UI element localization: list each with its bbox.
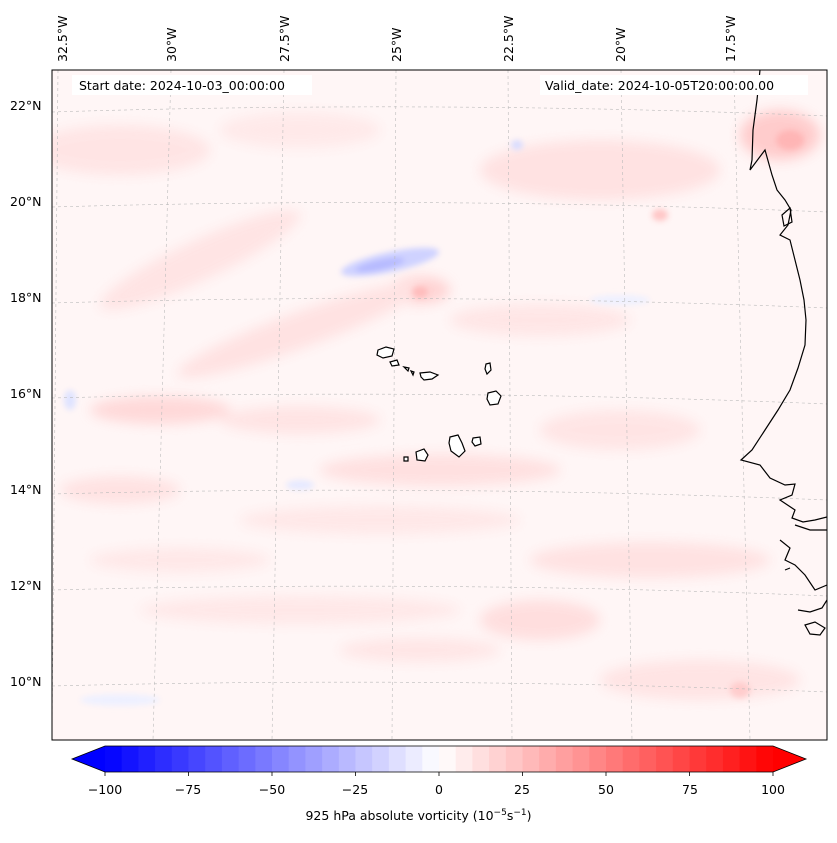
colorbar-segment (439, 746, 457, 772)
colorbar-segment (155, 746, 173, 772)
colorbar-segment (639, 746, 657, 772)
colorbar-tick: 25 (514, 782, 530, 797)
colorbar-tick: −25 (341, 782, 369, 797)
colorbar-segment (205, 746, 223, 772)
lon-label-32-5w: 32.5°W (55, 15, 70, 62)
colorbar-title: 925 hPa absolute vorticity (10−5s−1) (305, 808, 532, 824)
colorbar-tick: −100 (87, 782, 123, 797)
colorbar-segment (221, 746, 240, 772)
colorbar-segment (338, 746, 356, 772)
colorbar-tick: −50 (258, 782, 286, 797)
valid-date-label: Valid_date: 2024-10-05T20:00:00.00 (545, 78, 775, 93)
colorbar-tick: 75 (682, 782, 698, 797)
colorbar-segment (656, 746, 674, 772)
colorbar-segment (405, 746, 423, 772)
colorbar-segment (606, 746, 624, 772)
colorbar-segment (272, 746, 290, 772)
colorbar-segment (255, 746, 273, 772)
colorbar-segment (121, 746, 139, 772)
colorbar-segment (105, 746, 123, 772)
colorbar-segment (305, 746, 323, 772)
lat-label-18n: 18°N (10, 290, 42, 305)
colorbar-segment (672, 746, 690, 772)
colorbar-segment (422, 746, 440, 772)
colorbar-segment (489, 746, 507, 772)
lon-label-17-5w: 17.5°W (723, 15, 738, 62)
lon-label-27-5w: 27.5°W (277, 15, 292, 62)
colorbar-extend-max (773, 746, 806, 772)
lat-label-14n: 14°N (10, 482, 42, 497)
colorbar-segment (455, 746, 473, 772)
lat-label-16n: 16°N (10, 386, 42, 401)
lon-label-22-5w: 22.5°W (501, 15, 516, 62)
colorbar-segment (388, 746, 407, 772)
lat-label-12n: 12°N (10, 578, 42, 593)
colorbar-extend-min (72, 746, 105, 772)
colorbar-segment (138, 746, 156, 772)
lon-label-30w: 30°W (164, 27, 179, 62)
colorbar-segment (505, 746, 523, 772)
colorbar-segment (355, 746, 373, 772)
colorbar-segment (539, 746, 557, 772)
colorbar-segment (689, 746, 707, 772)
colorbar-segment (238, 746, 256, 772)
colorbar-segment (171, 746, 189, 772)
lat-label-20n: 20°N (10, 194, 42, 209)
start-date-label: Start date: 2024-10-03_00:00:00 (79, 78, 285, 93)
colorbar-segment (739, 746, 757, 772)
colorbar-segment (522, 746, 540, 772)
colorbar-segment (622, 746, 640, 772)
graticule (52, 70, 827, 740)
colorbar-segment (322, 746, 340, 772)
colorbar-tick: −75 (174, 782, 202, 797)
colorbar-segment (472, 746, 490, 772)
colorbar (70, 745, 808, 776)
colorbar-tick: 100 (761, 782, 785, 797)
map-frame (51, 69, 828, 741)
colorbar-segment (572, 746, 590, 772)
colorbar-segment (288, 746, 306, 772)
colorbar-tick: 50 (598, 782, 614, 797)
lat-label-22n: 22°N (10, 98, 42, 113)
lat-label-10n: 10°N (10, 674, 42, 689)
colorbar-segment (555, 746, 574, 772)
lon-label-20w: 20°W (613, 27, 628, 62)
colorbar-segment (706, 746, 724, 772)
africa-coastline (739, 70, 827, 636)
colorbar-segment (589, 746, 607, 772)
colorbar-tick: 0 (435, 782, 443, 797)
colorbar-segment (188, 746, 206, 772)
vorticity-field (52, 70, 827, 740)
colorbar-segment (756, 746, 774, 772)
colorbar-segment (722, 746, 741, 772)
lon-label-25w: 25°W (389, 27, 404, 62)
colorbar-segment (372, 746, 390, 772)
cape-verde-islands (376, 346, 502, 462)
